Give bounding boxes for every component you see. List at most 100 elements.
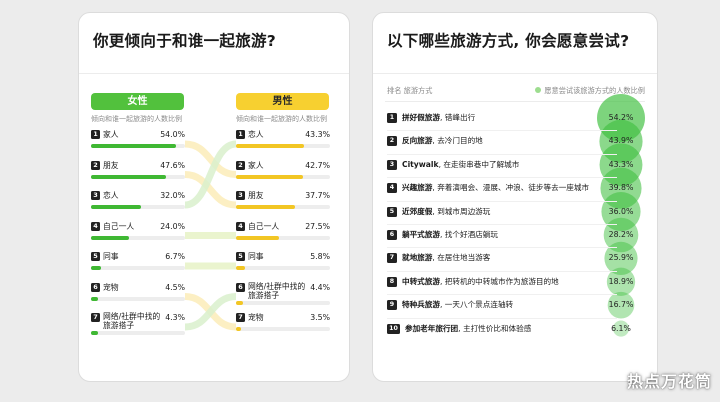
legend-swatch (535, 87, 542, 93)
rank-bar-track (91, 266, 185, 270)
rank-number-badge: 7 (387, 253, 397, 264)
rank-value: 32.0% (160, 191, 185, 200)
travel-style-description: , 奔着演唱会、漫展、冲浪、徒步等去一座城市 (432, 183, 590, 193)
rank-bar-track (91, 331, 185, 335)
female-column-header: 女性 (91, 93, 184, 110)
rank-value: 42.7% (305, 160, 330, 170)
travel-style-value: 6.1% (611, 323, 631, 333)
header-divider (385, 101, 645, 102)
flow-link (184, 140, 237, 209)
rank-number-badge: 10 (387, 323, 400, 334)
rank-number-badge: 4 (387, 183, 397, 194)
companion-chart-card: 你更倾向于和谁一起旅游? 女性 男性 倾向和谁一起旅游的人数比例 倾向和谁一起旅… (78, 12, 350, 382)
rank-label: 家人 (103, 130, 119, 139)
travel-style-label: Citywalk, 在走街串巷中了解城市 (402, 159, 519, 171)
travel-style-name: 躺平式旅游 (402, 230, 440, 239)
row-divider (387, 247, 617, 249)
rank-label: 朋友 (103, 160, 119, 170)
companion-chart-title: 你更倾向于和谁一起旅游? (93, 32, 277, 50)
travel-style-label: 躺平式旅游, 找个好酒店躺玩 (402, 229, 498, 241)
value-bubble (607, 291, 635, 319)
flow-link (184, 171, 237, 209)
female-column-subheader: 倾向和谁一起旅游的人数比例 (91, 115, 182, 123)
rank-number-badge: 7 (91, 313, 100, 322)
travel-style-label: 特种兵旅游, 一天八个景点连轴转 (402, 299, 513, 311)
value-bubble (601, 192, 641, 232)
travel-style-label: 就地旅游, 在居住地当游客 (402, 252, 490, 264)
travel-style-row: 3 Citywalk, 在走街串巷中了解城市 (387, 154, 601, 176)
rank-bar-fill (236, 144, 304, 148)
value-bubble (606, 267, 636, 296)
rank-flow-links (184, 140, 237, 331)
rank-value: 43.3% (305, 130, 330, 139)
rank-value: 24.0% (160, 221, 185, 231)
travel-style-label: 近郊度假, 到城市周边游玩 (402, 206, 490, 218)
value-bubble (604, 241, 638, 275)
travel-style-name: 反向旅游 (402, 136, 433, 146)
rank-value: 27.5% (305, 221, 330, 231)
travel-style-row: 4 兴趣旅游, 奔着演唱会、漫展、冲浪、徒步等去一座城市 (387, 177, 601, 199)
male-rank-row: 2 家人 42.7% (236, 160, 330, 182)
rank-value: 3.5% (310, 313, 330, 322)
rank-value: 37.7% (305, 191, 330, 200)
rank-bar-fill (236, 327, 242, 331)
rank-number-badge: 1 (91, 130, 100, 139)
rank-bar-fill (236, 235, 280, 240)
rank-value: 47.6% (160, 160, 185, 170)
rank-bar-track (91, 174, 185, 179)
travel-style-name: 近郊度假 (402, 206, 433, 216)
rank-label: 同事 (103, 252, 119, 261)
rank-bar-fill (91, 235, 129, 240)
rank-number-badge: 3 (236, 191, 245, 200)
watermark: 热点万花筒 (626, 372, 712, 391)
rank-value: 4.4% (310, 282, 330, 292)
travel-style-row: 10 参加老年旅行团, 主打性价比和体验感 (387, 318, 601, 340)
male-rank-row: 7 宠物 3.5% (236, 312, 330, 334)
female-rank-row: 5 同事 6.7% (91, 251, 185, 273)
rank-number-badge: 2 (236, 160, 245, 170)
rank-label: 自己一人 (248, 221, 280, 231)
male-rank-row: 6 网络/社群中找的旅游搭子 4.4% (236, 282, 330, 308)
flow-link (184, 293, 237, 331)
rank-number-badge: 1 (387, 113, 397, 123)
travel-style-value: 39.8% (608, 183, 634, 193)
rank-number-badge: 4 (91, 221, 100, 231)
rank-bar-fill (236, 300, 243, 305)
female-rank-row: 7 网络/社群中找的旅游搭子 4.3% (91, 312, 185, 338)
rank-bar-fill (236, 174, 303, 179)
rank-label: 网络/社群中找的旅游搭子 (248, 281, 306, 300)
female-rank-row: 6 宠物 4.5% (91, 282, 185, 304)
rank-bar-track (236, 327, 330, 331)
rank-number-badge: 5 (91, 252, 100, 261)
female-rank-row: 3 恋人 32.0% (91, 190, 185, 212)
rank-bar-track (236, 266, 330, 270)
rank-bar-fill (91, 296, 99, 301)
travel-style-row: 7 就地旅游, 在居住地当游客 (387, 247, 601, 269)
travel-style-description: , 在走街串巷中了解城市 (438, 159, 520, 169)
legend: 愿意尝试该旅游方式的人数比例 (535, 86, 645, 96)
travel-style-description: , 去冷门目的地 (432, 136, 483, 146)
title-divider (373, 73, 657, 74)
male-rank-row: 4 自己一人 27.5% (236, 221, 330, 243)
rank-label: 宠物 (248, 313, 264, 322)
rank-label: 家人 (248, 160, 264, 170)
travel-style-row: 1 拼好假旅游, 错峰出行 (387, 107, 601, 129)
rank-number-badge: 3 (387, 159, 397, 170)
travel-style-name: 兴趣旅游 (402, 183, 433, 193)
male-rank-row: 3 朋友 37.7% (236, 190, 330, 212)
rank-number-badge: 8 (387, 276, 397, 287)
rank-label: 宠物 (103, 282, 119, 292)
rank-column-header: 排名 旅游方式 (387, 86, 433, 95)
travel-style-row: 9 特种兵旅游, 一天八个景点连轴转 (387, 294, 601, 316)
travel-style-name: 就地旅游 (402, 253, 433, 263)
rank-number-badge: 4 (236, 221, 245, 231)
travel-style-value: 25.9% (608, 253, 634, 263)
travel-style-description: , 到城市周边游玩 (432, 206, 491, 216)
travel-style-chart-title: 以下哪些旅游方式, 你会愿意尝试? (387, 32, 630, 50)
row-divider (387, 200, 617, 202)
travel-style-name: 参加老年旅行团 (405, 323, 459, 333)
travel-style-row: 2 反向旅游, 去冷门目的地 (387, 130, 601, 152)
rank-bar-fill (91, 266, 102, 270)
travel-style-label: 兴趣旅游, 奔着演唱会、漫展、冲浪、徒步等去一座城市 (402, 182, 589, 194)
rank-bar-fill (91, 144, 176, 148)
